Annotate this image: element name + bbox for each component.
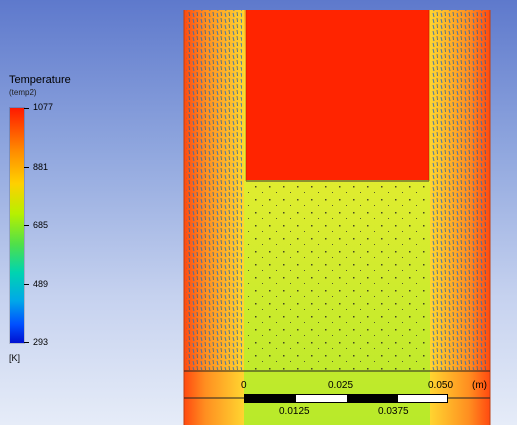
scale-segment-dark	[347, 395, 398, 402]
legend-tick-label: 489	[33, 279, 49, 289]
scale-label: 0.0125	[279, 406, 310, 417]
scale-bar: 0 0.025 0.050 (m) 0.0125 0.0375	[182, 368, 490, 425]
legend-tick-label: 293	[33, 337, 49, 347]
legend-unit: [K]	[9, 353, 21, 363]
legend-tick	[24, 225, 29, 226]
scale-bar-segments	[244, 394, 448, 403]
legend-tick	[24, 108, 29, 109]
legend-tick	[24, 284, 29, 285]
legend-tick	[24, 342, 29, 343]
scale-segment-dark	[245, 395, 296, 402]
legend-colorbar	[10, 108, 24, 343]
legend-tick	[24, 167, 29, 168]
heater-block	[246, 10, 429, 180]
scale-label: 0.0375	[378, 406, 409, 417]
legend-tick-label: 1077	[33, 102, 54, 112]
scale-unit: (m)	[472, 380, 487, 391]
legend-tick-label: 685	[33, 220, 49, 230]
scale-label: 0.050	[428, 380, 454, 391]
legend-tick-label: 881	[33, 162, 49, 172]
legend-subtitle: (temp2)	[9, 88, 37, 97]
scale-label: 0.025	[328, 380, 354, 391]
legend-title: Temperature	[9, 74, 71, 86]
scale-label: 0	[241, 380, 247, 391]
